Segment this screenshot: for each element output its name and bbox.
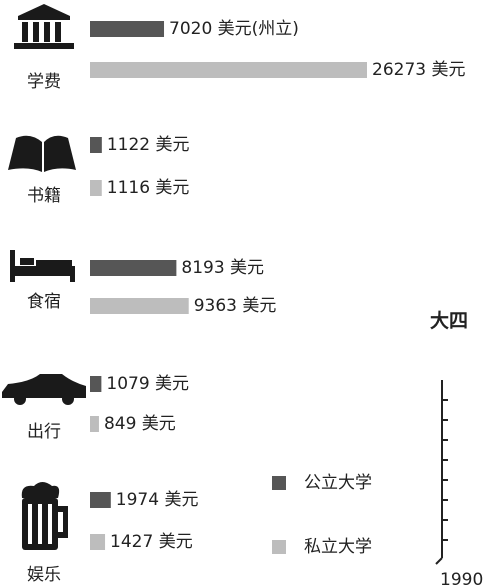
legend-label: 私立大学 [304,537,372,557]
value-label: 1116 美元 [107,178,190,198]
bar [90,376,102,392]
legend-label: 公立大学 [304,473,372,493]
value-label: 9363 美元 [194,296,277,316]
bar [90,298,189,314]
icon-book [8,135,76,172]
category-label: 食宿 [27,292,61,312]
category-label: 学费 [27,72,61,92]
value-label: 1427 美元 [110,532,193,552]
bar [90,260,177,276]
legend-swatch [272,476,286,490]
bar [90,534,106,550]
category-label: 娱乐 [27,565,61,585]
value-label: 849 美元 [104,414,176,434]
bar [90,180,102,196]
category-label: 出行 [27,422,61,442]
side-axis [435,380,448,565]
bar [90,416,99,432]
value-label: 1079 美元 [106,374,189,394]
value-label: 1122 美元 [107,135,190,155]
bar [90,137,102,153]
icon-bed [10,250,75,282]
category-label: 书籍 [27,186,61,206]
bar [90,21,165,37]
legend-swatch [272,540,286,554]
icon-car [2,374,86,405]
icon-building [14,4,74,49]
bar [90,62,367,78]
side-title: 大四 [430,309,468,332]
bar [90,492,111,508]
value-label: 26273 美元 [372,60,465,80]
value-label: 8193 美元 [181,258,264,278]
icon-beer [21,482,68,550]
side-axis-label: 1990 [440,570,483,588]
value-label: 1974 美元 [116,490,199,510]
value-label: 7020 美元(州立) [169,19,299,39]
